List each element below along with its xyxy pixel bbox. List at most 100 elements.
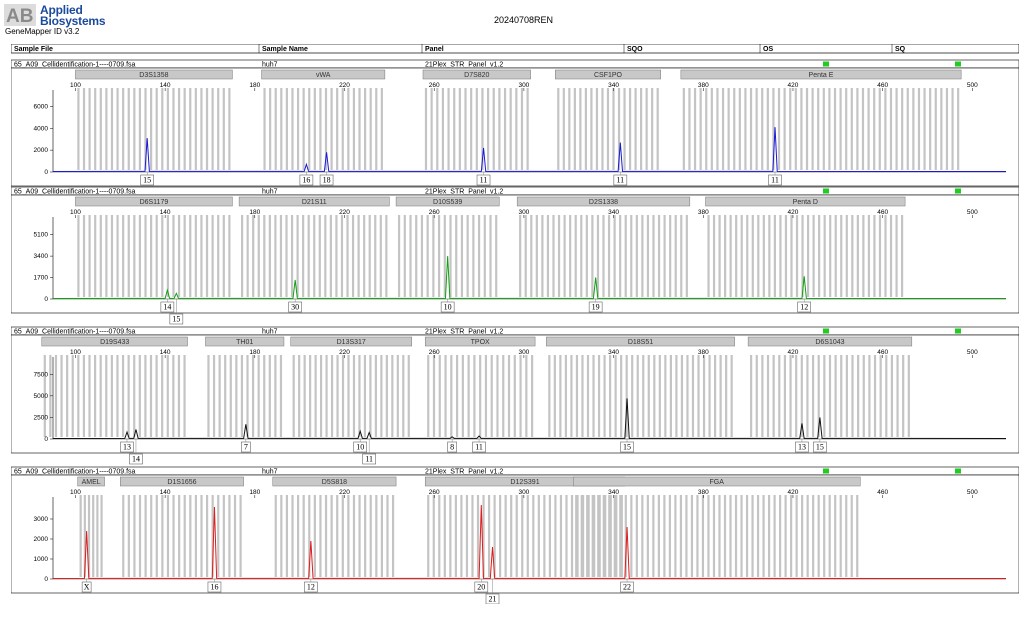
y-tick-label: 5000 bbox=[34, 393, 49, 400]
y-tick-label: 2500 bbox=[34, 414, 49, 421]
allele-call: 7 bbox=[244, 443, 248, 452]
y-tick-label: 2000 bbox=[34, 536, 49, 543]
size-tick-label: 260 bbox=[429, 489, 440, 496]
marker-label: Penta D bbox=[793, 199, 818, 206]
marker-bin-5 bbox=[680, 69, 962, 80]
allele-call: 22 bbox=[623, 583, 631, 592]
report-header: AB Applied Biosystems GeneMapper ID v3.2… bbox=[0, 0, 1030, 42]
allele-call: 18 bbox=[323, 176, 331, 185]
allele-label-box bbox=[304, 581, 318, 593]
size-tick-label: 460 bbox=[877, 82, 888, 89]
size-tick-label: 140 bbox=[160, 82, 171, 89]
size-tick-label: 380 bbox=[698, 209, 709, 216]
size-tick-label: 340 bbox=[608, 209, 619, 216]
sample-name: huh7 bbox=[262, 189, 278, 196]
allele-label-box bbox=[485, 593, 500, 604]
marker-bin-2 bbox=[261, 69, 386, 80]
allele-call: 11 bbox=[365, 455, 373, 464]
marker-bin-5 bbox=[546, 336, 735, 347]
y-tick-label: 3400 bbox=[34, 253, 49, 260]
sample-panel-1: 65_A09_Cellidentification-1----0709.fsa h… bbox=[11, 59, 1019, 187]
allele-label-box bbox=[813, 441, 827, 453]
electropherogram-report: Sample File Sample Name Panel SQO OS SQ 65_A09… bbox=[11, 44, 1019, 604]
marker-label: AMEL bbox=[82, 479, 101, 486]
allele-call: 11 bbox=[771, 176, 779, 185]
marker-bin-2 bbox=[205, 336, 285, 347]
panel-name: 21Plex_STR_Panel_v1.2 bbox=[425, 329, 503, 336]
panel-name: 21Plex_STR_Panel_v1.2 bbox=[425, 62, 503, 69]
size-tick-label: 460 bbox=[877, 349, 888, 356]
size-tick-label: 220 bbox=[339, 349, 350, 356]
size-tick-label: 100 bbox=[70, 489, 81, 496]
sample-file-name: 65_A09_Cellidentification-1----0709.fsa bbox=[14, 329, 136, 336]
allele-call: 13 bbox=[123, 443, 131, 452]
y-tick-label: 0 bbox=[44, 169, 48, 176]
y-tick-label: 7500 bbox=[34, 371, 49, 378]
size-tick-label: 260 bbox=[429, 209, 440, 216]
allele-call: 16 bbox=[210, 583, 218, 592]
sample-info-row bbox=[11, 186, 1019, 196]
marker-label: CSF1PO bbox=[594, 72, 623, 79]
marker-label: D2S1338 bbox=[589, 199, 618, 206]
allele-label-box bbox=[120, 441, 134, 453]
marker-bin-3 bbox=[422, 69, 531, 80]
size-tick-label: 500 bbox=[967, 349, 978, 356]
allele-call: 11 bbox=[475, 443, 483, 452]
sample-info-row bbox=[11, 59, 1019, 69]
size-tick-label: 100 bbox=[70, 209, 81, 216]
y-tick-label: 0 bbox=[44, 436, 48, 443]
marker-label: D13S317 bbox=[337, 339, 366, 346]
marker-label: D21S11 bbox=[302, 199, 327, 206]
dye-trace bbox=[52, 256, 1007, 299]
allele-call: 10 bbox=[444, 303, 452, 312]
size-tick-label: 300 bbox=[518, 489, 529, 496]
size-tick-label: 500 bbox=[967, 82, 978, 89]
allele-call: 10 bbox=[356, 443, 364, 452]
allele-label-box bbox=[472, 441, 486, 453]
marker-bin-1 bbox=[41, 336, 188, 347]
y-tick-label: 6000 bbox=[34, 103, 49, 110]
sq-status-indicator bbox=[955, 328, 961, 334]
marker-bin-3 bbox=[272, 476, 397, 487]
allele-label-box bbox=[613, 174, 628, 186]
allele-label-box bbox=[768, 174, 782, 186]
y-tick-label: 2000 bbox=[34, 147, 49, 154]
marker-label: D3S1358 bbox=[139, 72, 168, 79]
allele-label-box bbox=[476, 174, 491, 186]
allele-label-box bbox=[169, 313, 184, 325]
marker-label: Penta E bbox=[809, 72, 834, 79]
size-tick-label: 380 bbox=[698, 82, 709, 89]
size-tick-label: 140 bbox=[160, 349, 171, 356]
allele-call: 21 bbox=[489, 595, 497, 604]
size-tick-label: 100 bbox=[70, 349, 81, 356]
y-tick-label: 5100 bbox=[34, 232, 49, 239]
y-tick-label: 0 bbox=[44, 296, 48, 303]
allele-label-box bbox=[795, 441, 809, 453]
size-tick-label: 220 bbox=[339, 489, 350, 496]
size-tick-label: 300 bbox=[518, 349, 529, 356]
y-tick-label: 1000 bbox=[34, 556, 49, 563]
sample-name: huh7 bbox=[262, 62, 278, 69]
allele-label-box bbox=[81, 581, 92, 593]
sample-file-name: 65_A09_Cellidentification-1----0709.fsa bbox=[14, 189, 136, 196]
ab-logo-icon: AB bbox=[4, 4, 36, 26]
marker-bin-5 bbox=[705, 196, 906, 207]
electropherogram-panels: Sample File Sample Name Panel SQO OS SQ 65_A09… bbox=[11, 44, 1019, 604]
marker-label: D7S820 bbox=[464, 72, 489, 79]
marker-label: D10S539 bbox=[433, 199, 462, 206]
marker-bin-3 bbox=[395, 196, 500, 207]
allele-label-box bbox=[474, 581, 489, 593]
marker-bin-5 bbox=[572, 476, 861, 487]
marker-label: D18S51 bbox=[628, 339, 653, 346]
os-status-indicator bbox=[823, 188, 829, 194]
allele-call: 11 bbox=[616, 176, 624, 185]
y-tick-label: 4000 bbox=[34, 125, 49, 132]
report-title: 20240708REN bbox=[494, 15, 554, 25]
allele-label-box bbox=[288, 301, 302, 313]
logo-text-line1: Applied bbox=[40, 3, 83, 17]
allele-call: 20 bbox=[477, 583, 485, 592]
column-header-sample-file: Sample File bbox=[14, 46, 53, 53]
size-tick-label: 460 bbox=[877, 209, 888, 216]
sq-status-indicator bbox=[955, 468, 961, 474]
marker-label: D5S818 bbox=[322, 479, 347, 486]
